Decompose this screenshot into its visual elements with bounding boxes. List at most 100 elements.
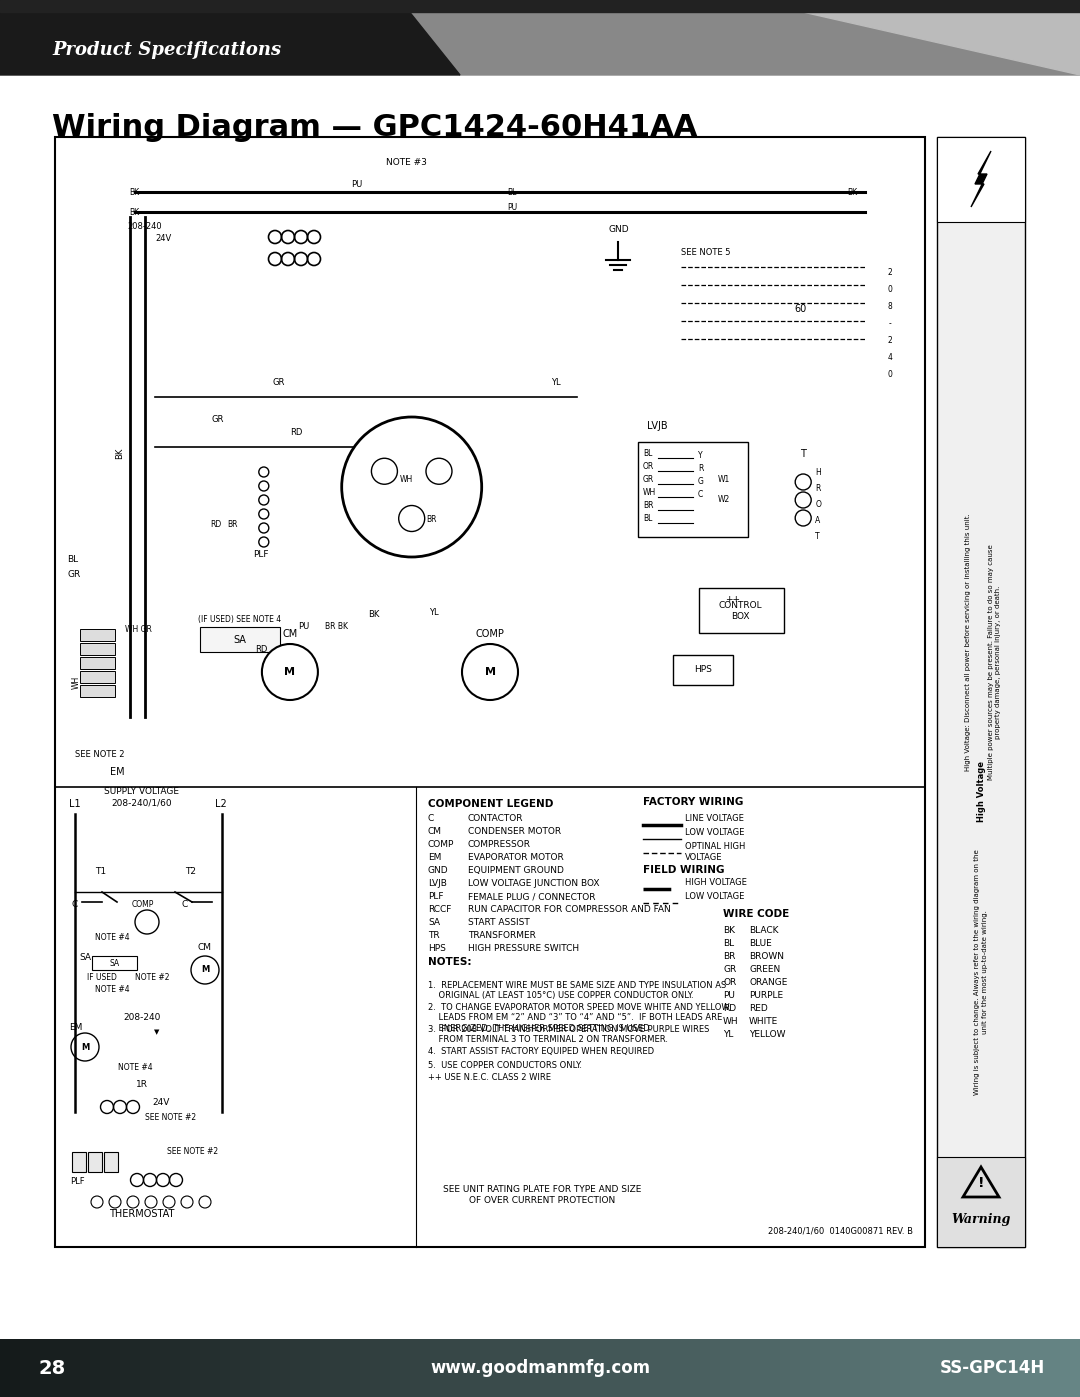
Bar [673, 655, 732, 685]
Text: RD: RD [723, 1004, 737, 1013]
Text: 4.  START ASSIST FACTORY EQUIPED WHEN REQUIRED: 4. START ASSIST FACTORY EQUIPED WHEN REQ… [428, 1046, 654, 1056]
Bar [350, 1338, 360, 1397]
Text: COMPONENT LEGEND: COMPONENT LEGEND [428, 799, 553, 809]
Text: 3.  FOR 208 VOLT TRANSFORMER OPERATION MOVE PURPLE WIRES
    FROM TERMINAL 3 TO : 3. FOR 208 VOLT TRANSFORMER OPERATION MO… [428, 1025, 710, 1045]
Circle shape [259, 495, 269, 504]
Bar [1050, 1338, 1059, 1397]
Bar [80, 671, 114, 683]
Text: O: O [815, 500, 821, 509]
Text: COMP: COMP [428, 840, 455, 849]
Bar [519, 1338, 530, 1397]
Text: WH: WH [400, 475, 414, 483]
Text: WH: WH [643, 488, 657, 497]
Bar [310, 1338, 320, 1397]
Text: PU: PU [723, 990, 734, 1000]
Bar [90, 1338, 100, 1397]
Bar [910, 1338, 920, 1397]
Text: HIGH VOLTAGE: HIGH VOLTAGE [685, 877, 747, 887]
Text: PURPLE: PURPLE [750, 990, 783, 1000]
Circle shape [261, 644, 318, 700]
Bar [220, 1338, 230, 1397]
Bar [104, 1153, 118, 1172]
Text: SA: SA [428, 918, 440, 928]
Text: C: C [698, 490, 703, 499]
Text: Warning: Warning [951, 1213, 1011, 1225]
Text: BLACK: BLACK [750, 926, 779, 935]
Bar [0, 1338, 10, 1397]
Bar [699, 588, 784, 633]
Bar [100, 1338, 110, 1397]
Text: PLF: PLF [253, 550, 269, 559]
Bar [660, 1338, 670, 1397]
Text: GR: GR [272, 379, 285, 387]
Bar [760, 1338, 770, 1397]
Bar [130, 1338, 140, 1397]
Circle shape [259, 467, 269, 476]
Bar [700, 1338, 710, 1397]
Text: COMP: COMP [132, 900, 154, 909]
Text: PU: PU [508, 203, 517, 212]
Bar [470, 1338, 480, 1397]
Text: CONTACTOR: CONTACTOR [468, 814, 524, 823]
Bar [789, 1338, 800, 1397]
Text: R: R [815, 483, 821, 493]
Text: NOTE #4: NOTE #4 [118, 1063, 152, 1071]
Text: SEE NOTE 2: SEE NOTE 2 [75, 750, 124, 759]
Text: GR: GR [67, 570, 80, 578]
Text: T: T [815, 532, 820, 541]
Bar [260, 1338, 270, 1397]
Bar [72, 1153, 86, 1172]
Text: PLF: PLF [428, 893, 444, 901]
Bar [1030, 1338, 1040, 1397]
Bar [510, 1338, 519, 1397]
Bar [390, 1338, 400, 1397]
Bar [1059, 1338, 1070, 1397]
Bar [440, 1338, 450, 1397]
Text: SUPPLY VOLTAGE: SUPPLY VOLTAGE [105, 787, 179, 796]
Bar [670, 1338, 680, 1397]
Text: !: ! [977, 1176, 984, 1190]
Bar [990, 1338, 1000, 1397]
Bar [380, 1338, 390, 1397]
Text: Wiring is subject to change. Always refer to the wiring diagram on the
unit for : Wiring is subject to change. Always refe… [974, 849, 987, 1095]
Bar [110, 1338, 120, 1397]
Bar [550, 1338, 561, 1397]
Text: G: G [698, 476, 704, 486]
Circle shape [181, 1196, 193, 1208]
Text: M: M [81, 1042, 90, 1052]
Bar [561, 1338, 570, 1397]
Circle shape [199, 1196, 211, 1208]
Bar [70, 1338, 80, 1397]
Bar [230, 1338, 240, 1397]
Bar [170, 1338, 180, 1397]
Text: VOLTAGE: VOLTAGE [685, 854, 723, 862]
Text: C: C [183, 900, 188, 909]
Bar [1070, 1338, 1080, 1397]
Text: SEE UNIT RATING PLATE FOR TYPE AND SIZE
OF OVER CURRENT PROTECTION: SEE UNIT RATING PLATE FOR TYPE AND SIZE … [443, 1185, 642, 1204]
Text: SEE NOTE #2: SEE NOTE #2 [167, 1147, 218, 1155]
Text: C: C [428, 814, 434, 823]
Text: M: M [201, 965, 210, 975]
Bar [330, 1338, 340, 1397]
Text: BR: BR [227, 520, 238, 529]
Polygon shape [750, 0, 1080, 75]
Text: LOW VOLTAGE: LOW VOLTAGE [685, 828, 744, 837]
Bar [810, 1338, 820, 1397]
Bar [87, 1153, 102, 1172]
Text: FEMALE PLUG / CONNECTOR: FEMALE PLUG / CONNECTOR [468, 893, 595, 901]
Circle shape [341, 416, 482, 557]
Bar [820, 1338, 831, 1397]
Circle shape [91, 1196, 103, 1208]
Text: GND: GND [428, 866, 448, 875]
Text: EVAPORATOR MOTOR: EVAPORATOR MOTOR [468, 854, 564, 862]
Text: START ASSIST: START ASSIST [468, 918, 530, 928]
Text: (IF USED) SEE NOTE 4: (IF USED) SEE NOTE 4 [199, 615, 282, 624]
Bar [370, 1338, 380, 1397]
Text: CONDENSER MOTOR: CONDENSER MOTOR [468, 827, 562, 835]
Text: HPS: HPS [428, 944, 446, 953]
Bar [340, 1338, 350, 1397]
Text: 2: 2 [888, 337, 892, 345]
Bar [850, 1338, 860, 1397]
Bar [80, 643, 114, 655]
Text: FIELD WIRING: FIELD WIRING [643, 865, 725, 875]
